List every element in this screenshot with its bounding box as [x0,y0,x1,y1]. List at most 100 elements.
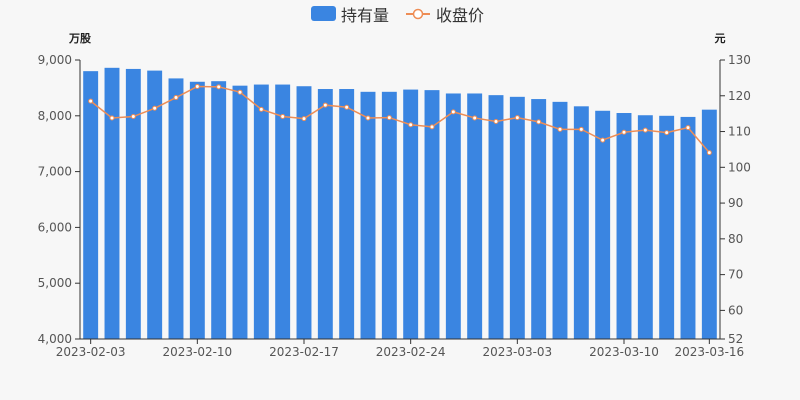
right-y-axis-ticks: 52 60 70 80 90 100 110 120 130 [720,53,751,346]
holdings-bar[interactable] [680,116,696,339]
right-tick-label: 70 [728,268,743,282]
x-tick-label: 2023-02-24 [376,345,446,359]
close-price-point[interactable] [664,130,670,136]
holdings-bar[interactable] [403,89,419,339]
right-axis-unit: 元 [715,32,726,45]
left-tick-label: 6,000 [38,220,72,234]
holdings-bar[interactable] [211,81,227,339]
close-price-point[interactable] [322,102,328,108]
close-price-point[interactable] [301,116,307,122]
close-price-point[interactable] [408,122,414,128]
holdings-bar[interactable] [488,95,504,340]
close-price-point[interactable] [642,127,648,133]
left-tick-label: 7,000 [38,165,72,179]
legend-close-price-label: 收盘价 [436,6,484,25]
right-tick-label: 110 [728,125,751,139]
x-tick-label: 2023-02-17 [269,345,339,359]
holdings-bar[interactable] [125,68,141,340]
legend-item-close-price[interactable]: 收盘价 [406,6,484,25]
close-price-point[interactable] [450,109,456,115]
x-tick-label: 2023-03-03 [482,345,552,359]
holdings-bar[interactable] [360,91,376,339]
right-tick-label: 120 [728,89,751,103]
holdings-bar[interactable] [531,99,547,339]
close-price-point[interactable] [194,83,200,89]
holdings-bar[interactable] [637,115,653,340]
holdings-bar[interactable] [467,93,483,339]
close-price-point[interactable] [386,115,392,121]
close-price-point[interactable] [237,89,243,95]
x-tick-label: 2023-03-10 [589,345,659,359]
holdings-bar[interactable] [573,106,589,339]
holdings-bar[interactable] [253,84,269,339]
close-price-point[interactable] [173,95,179,101]
close-price-point[interactable] [514,115,520,121]
holdings-bar[interactable] [509,96,525,339]
holdings-bar[interactable] [595,110,611,339]
close-price-point[interactable] [344,104,350,110]
left-y-axis-ticks: 4,000 5,000 6,000 7,000 8,000 9,000 [38,53,80,346]
right-tick-label: 90 [728,196,743,210]
close-price-point[interactable] [557,126,563,132]
close-price-point[interactable] [130,114,136,120]
close-price-point[interactable] [578,126,584,132]
right-tick-label: 130 [728,53,751,67]
holdings-bar[interactable] [317,89,333,340]
holdings-bar[interactable] [168,78,184,339]
close-price-point[interactable] [493,119,499,125]
holdings-bar[interactable] [147,70,163,339]
left-tick-label: 4,000 [38,332,72,346]
holdings-bar[interactable] [104,67,120,339]
holdings-bars [83,67,717,340]
legend-holdings-swatch [311,6,336,21]
right-tick-label: 52 [728,332,743,346]
close-price-point[interactable] [472,115,478,121]
left-tick-label: 5,000 [38,276,72,290]
holdings-bar[interactable] [381,91,397,339]
close-price-point[interactable] [600,137,606,143]
legend-close-price-marker [412,8,424,20]
left-tick-label: 9,000 [38,53,72,67]
x-tick-label: 2023-03-16 [674,345,744,359]
right-tick-label: 100 [728,160,751,174]
legend-item-holdings[interactable]: 持有量 [311,6,389,25]
holdings-bar[interactable] [339,89,355,340]
right-tick-label: 60 [728,303,743,317]
close-price-line-layer [88,83,712,156]
close-price-point[interactable] [258,106,264,112]
close-price-point[interactable] [621,129,627,135]
close-price-point[interactable] [152,105,158,111]
close-price-point[interactable] [216,84,222,90]
left-axis-unit: 万股 [68,32,92,45]
holdings-bar[interactable] [296,86,312,339]
x-tick-label: 2023-02-03 [56,345,126,359]
holdings-bar[interactable] [701,109,717,339]
holdings-bar[interactable] [83,71,99,339]
close-price-point[interactable] [536,119,542,125]
holdings-bar[interactable] [275,84,291,339]
holdings-bar[interactable] [232,85,248,339]
x-axis-ticks: 2023-02-03 2023-02-10 2023-02-17 2023-02-24… [56,339,744,359]
close-price-point[interactable] [109,115,115,121]
holdings-bar[interactable] [552,101,568,339]
close-price-point[interactable] [365,115,371,121]
left-tick-label: 8,000 [38,109,72,123]
right-tick-label: 80 [728,232,743,246]
holdings-bar[interactable] [659,115,675,339]
holdings-bar[interactable] [616,113,632,339]
close-price-point[interactable] [280,114,286,120]
legend[interactable]: 持有量 收盘价 [311,6,484,25]
holdings-bar[interactable] [445,93,461,339]
holdings-bar[interactable] [424,90,440,339]
x-tick-label: 2023-02-10 [162,345,232,359]
close-price-point[interactable] [685,125,691,131]
close-price-line [90,85,710,154]
close-price-point[interactable] [706,150,712,156]
close-price-point[interactable] [88,98,94,104]
legend-holdings-label: 持有量 [341,6,389,25]
close-price-point[interactable] [429,124,435,130]
holdings-bar[interactable] [189,81,205,339]
axes [79,60,721,340]
